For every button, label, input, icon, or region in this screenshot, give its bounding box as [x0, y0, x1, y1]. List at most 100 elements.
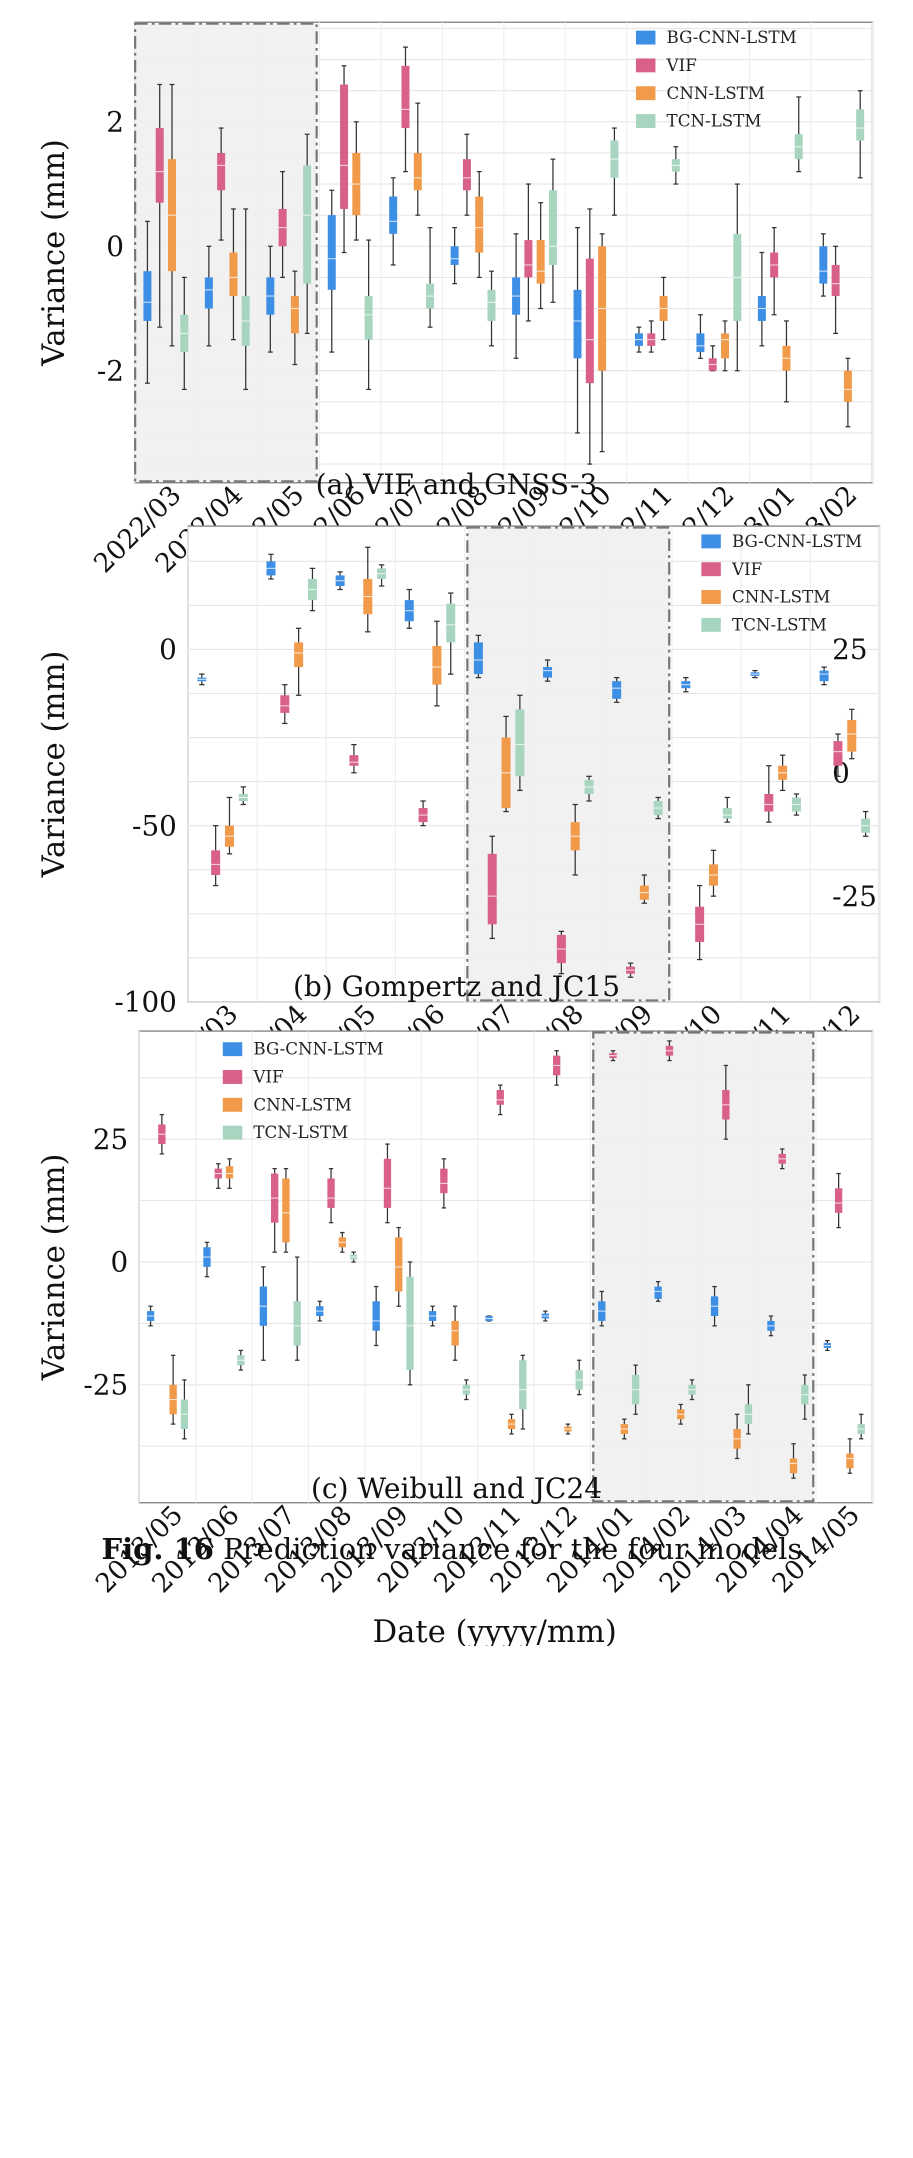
legend-swatch	[701, 534, 721, 549]
box-cnn-lstm-2012-11	[778, 754, 788, 792]
legend-swatch	[635, 114, 656, 128]
legend-swatch	[701, 617, 721, 632]
box-vif-2012-09	[626, 962, 636, 978]
box-cnn-lstm-2022-03	[168, 83, 176, 347]
box-vif-2022-09	[524, 183, 533, 322]
box-bg-cnn-lstm-2022-07	[389, 177, 398, 266]
box-vif-2012-11	[764, 765, 774, 823]
box-iqr	[446, 603, 456, 643]
box-vif-2022-07	[401, 46, 410, 173]
box-bg-cnn-lstm-2022-11	[634, 326, 643, 353]
box-tcn-lstm-2013-08	[349, 1251, 358, 1263]
box-iqr	[225, 1166, 234, 1179]
box-cnn-lstm-2012-05	[363, 546, 373, 633]
y-axis-label: Variance (mm)	[37, 651, 72, 879]
box-tcn-lstm-2012-07	[515, 694, 525, 792]
box-tcn-lstm-2013-10	[462, 1379, 471, 1401]
box-iqr	[473, 642, 483, 675]
box-tcn-lstm-2013-06	[237, 1349, 245, 1371]
box-iqr	[847, 719, 857, 752]
box-bg-cnn-lstm-2012-11	[750, 669, 760, 679]
box-bg-cnn-lstm-2013-06	[203, 1241, 211, 1278]
box-cnn-lstm-2013-07	[282, 1168, 290, 1253]
box-vif-2013-08	[327, 1168, 335, 1224]
box-vif-2012-07	[487, 835, 497, 940]
legend-swatch	[222, 1097, 243, 1112]
box-cnn-lstm-2022-08	[475, 170, 484, 279]
legend-swatch	[701, 562, 721, 577]
box-vif-2013-11	[496, 1084, 504, 1116]
box-iqr	[536, 240, 545, 284]
box-iqr	[440, 1168, 448, 1194]
chart-panel-c: -25 0 25 Variance (mm) 2013/05 2013/06 2013/07…	[0, 1013, 913, 1646]
box-vif-2014-04	[778, 1148, 786, 1170]
box-tcn-lstm-2012-05	[377, 564, 387, 587]
box-iqr	[487, 289, 496, 321]
box-vif-2022-06	[340, 65, 349, 254]
box-iqr	[432, 645, 442, 685]
box-bg-cnn-lstm-2012-04	[266, 553, 276, 580]
box-vif-2013-12	[552, 1050, 561, 1086]
box-cnn-lstm-2013-12	[564, 1423, 572, 1435]
box-bg-cnn-lstm-2013-05	[146, 1305, 155, 1327]
legend-label: TCN-LSTM	[732, 615, 827, 634]
box-iqr	[280, 695, 290, 713]
legend-label: BG-CNN-LSTM	[732, 532, 862, 551]
legend-label: CNN-LSTM	[667, 84, 765, 103]
box-cnn-lstm-2014-01	[620, 1418, 628, 1440]
box-cnn-lstm-2022-12	[721, 320, 729, 372]
box-bg-cnn-lstm-2012-12	[819, 666, 829, 686]
box-bg-cnn-lstm-2012-03	[197, 673, 207, 686]
box-iqr	[349, 755, 359, 766]
caption-c: (c) Weibull and JC24	[310, 1472, 603, 1505]
box-tcn-lstm-2012-06	[446, 592, 456, 675]
box-tcn-lstm-2012-04	[307, 567, 317, 612]
box-iqr	[372, 1301, 380, 1331]
box-iqr	[548, 190, 557, 265]
box-vif-2022-10	[585, 208, 594, 465]
highlight-region	[134, 22, 318, 483]
box-bg-cnn-lstm-2014-04	[767, 1315, 775, 1337]
box-tcn-lstm-2012-08	[584, 775, 594, 802]
box-bg-cnn-lstm-2013-09	[372, 1285, 380, 1347]
box-tcn-lstm-2014-04	[801, 1374, 809, 1420]
box-bg-cnn-lstm-2022-08	[450, 226, 459, 285]
box-iqr	[496, 1090, 504, 1105]
box-iqr	[217, 152, 226, 191]
box-vif-2023-01	[770, 226, 779, 316]
secondary-y-tick-label: 25	[832, 633, 867, 666]
box-vif-2022-04	[217, 127, 226, 241]
box-iqr	[290, 296, 299, 334]
box-vif-2014-03	[722, 1064, 730, 1140]
box-vif-2013-07	[270, 1168, 279, 1253]
box-tcn-lstm-2022-06	[364, 239, 373, 391]
box-cnn-lstm-2013-10	[451, 1305, 459, 1361]
legend-swatch	[222, 1070, 243, 1084]
box-iqr	[143, 271, 152, 321]
box-bg-cnn-lstm-2013-08	[316, 1300, 324, 1322]
box-bg-cnn-lstm-2012-09	[612, 677, 622, 703]
box-iqr	[327, 215, 336, 290]
box-tcn-lstm-2013-12	[575, 1359, 583, 1396]
box-iqr	[696, 333, 705, 353]
box-tcn-lstm-2023-01	[794, 96, 803, 173]
box-cnn-lstm-2022-05	[290, 270, 299, 366]
box-tcn-lstm-2014-02	[688, 1379, 696, 1401]
box-vif-2012-12	[833, 733, 843, 777]
box-iqr	[573, 289, 582, 359]
box-iqr	[451, 1320, 459, 1346]
y-tick-label: 0	[159, 633, 177, 666]
box-cnn-lstm-2012-12	[847, 708, 857, 760]
box-tcn-lstm-2022-08	[487, 270, 496, 347]
secondary-y-tick-label: -25	[832, 880, 877, 913]
box-vif-2022-11	[647, 320, 656, 353]
figure-caption-text: Prediction variance for the four models.	[223, 1532, 812, 1566]
box-cnn-lstm-2012-03	[224, 796, 234, 855]
y-tick-label: -25	[83, 1369, 128, 1402]
box-cnn-lstm-2012-10	[708, 849, 718, 897]
box-vif-2023-02	[831, 245, 840, 335]
y-tick-label: 0	[110, 1246, 128, 1279]
box-tcn-lstm-2014-05	[857, 1413, 865, 1440]
box-cnn-lstm-2022-04	[229, 208, 238, 341]
box-tcn-lstm-2022-11	[671, 146, 680, 185]
